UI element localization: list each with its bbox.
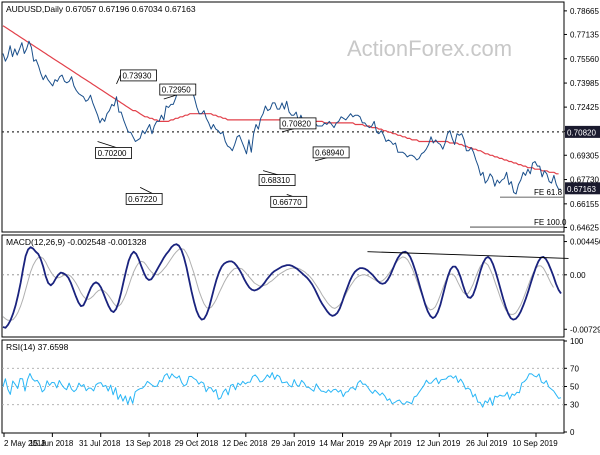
x-tick-label-2: 31 Jul 2018 bbox=[79, 439, 121, 448]
rsi-header: RSI(14) 37.6598 bbox=[6, 342, 69, 352]
annotation-label-2: 0.67220 bbox=[128, 195, 157, 204]
macd-line bbox=[2, 243, 562, 329]
annotation-box-3 bbox=[159, 83, 197, 96]
price-header: AUDUSD,Daily 0.67057 0.67196 0.67034 0.6… bbox=[6, 4, 196, 14]
price-panel: 0.78665 0.77135 0.75560 0.73985 0.72425 0.708… bbox=[2, 7, 600, 232]
price-y-tick-label-7: 0.67730 bbox=[570, 176, 599, 185]
annotation-leader-0 bbox=[116, 74, 121, 85]
annotation-label-5: 0.68310 bbox=[261, 176, 290, 185]
price-y-tick-label-2: 0.75560 bbox=[570, 55, 599, 64]
rsi-y-tick-label-0: 100 bbox=[570, 337, 584, 346]
macd-y-tick-label-2: -0.007298 bbox=[570, 325, 600, 334]
x-tick-label-8: 29 Apr 2019 bbox=[368, 439, 412, 448]
x-tick-label-0: 2 May 2018 bbox=[4, 439, 46, 448]
annotation-label-6: 0.68940 bbox=[315, 148, 344, 157]
price-y-tick-label-6: 0.69305 bbox=[570, 151, 599, 160]
macd-trendline bbox=[367, 251, 569, 259]
annotation-box-1 bbox=[95, 147, 132, 159]
rsi-y-tick-label-2: 50 bbox=[570, 383, 579, 392]
watermark: ActionForex.com bbox=[347, 36, 512, 61]
annotation-box-5 bbox=[258, 174, 296, 187]
x-tick-label-11: 10 Sep 2019 bbox=[512, 439, 558, 448]
macd-y-tick-label-1: 0.00 bbox=[570, 271, 586, 280]
current-price-tag-label: 0.67163 bbox=[567, 185, 596, 194]
current-price-tag-bg bbox=[565, 182, 600, 195]
x-tick-label-4: 29 Oct 2018 bbox=[175, 439, 219, 448]
macd-y-tick-label-0: 0.004456 bbox=[570, 238, 600, 247]
annotation-label-1: 0.70200 bbox=[98, 149, 127, 158]
price-line bbox=[2, 40, 561, 195]
rsi-line bbox=[2, 372, 562, 408]
price-panel-frame bbox=[1, 1, 565, 233]
annotation-box-6 bbox=[312, 146, 350, 159]
annotation-label-0: 0.73930 bbox=[122, 71, 151, 80]
annotation-box-7 bbox=[270, 195, 308, 208]
fe-label-1: FE 100.0 bbox=[534, 218, 567, 227]
price-y-tick-label-4: 0.72425 bbox=[570, 103, 599, 112]
x-tick-label-6: 29 Jan 2019 bbox=[271, 439, 316, 448]
annotation-label-7: 0.66770 bbox=[273, 198, 302, 207]
fe-label-0: FE 61.8 bbox=[534, 188, 563, 197]
annotation-box-0 bbox=[120, 69, 157, 82]
level-line-tag-label: 0.70820 bbox=[567, 128, 596, 137]
x-tick-label-9: 12 Jun 2019 bbox=[416, 439, 461, 448]
x-tick-label-5: 12 Dec 2018 bbox=[222, 439, 268, 448]
x-tick-label-1: 15 Jun 2018 bbox=[29, 439, 74, 448]
annotation-box-2 bbox=[125, 193, 163, 205]
x-tick-label-7: 14 Mar 2019 bbox=[319, 439, 364, 448]
price-y-tick-label-3: 0.73985 bbox=[570, 79, 599, 88]
annotation-label-3: 0.72950 bbox=[162, 86, 191, 95]
price-y-tick-label-8: 0.66155 bbox=[570, 200, 599, 209]
rsi-y-tick-label-3: 30 bbox=[570, 401, 579, 410]
macd-panel: 0.004456 0.00 -0.007298 bbox=[2, 238, 600, 334]
price-y-tick-label-1: 0.77135 bbox=[570, 30, 599, 39]
annotation-box-4 bbox=[279, 117, 317, 130]
level-line-tag-bg bbox=[565, 125, 600, 138]
price-y-tick-label-9: 0.64625 bbox=[570, 223, 599, 232]
rsi-panel: 100 70 50 30 0 bbox=[2, 337, 584, 437]
annotation-label-4: 0.70820 bbox=[282, 119, 311, 128]
rsi-y-tick-label-1: 70 bbox=[570, 364, 579, 373]
macd-panel-frame bbox=[1, 234, 565, 338]
macd-header: MACD(12,26,9) -0.002548 -0.001328 bbox=[6, 237, 147, 247]
rsi-y-tick-label-4: 0 bbox=[570, 428, 575, 437]
x-tick-label-10: 26 Jul 2019 bbox=[466, 439, 508, 448]
x-tick-label-3: 13 Sep 2018 bbox=[125, 439, 171, 448]
macd-signal-line bbox=[2, 248, 554, 321]
price-y-tick-label-0: 0.78665 bbox=[570, 7, 599, 16]
